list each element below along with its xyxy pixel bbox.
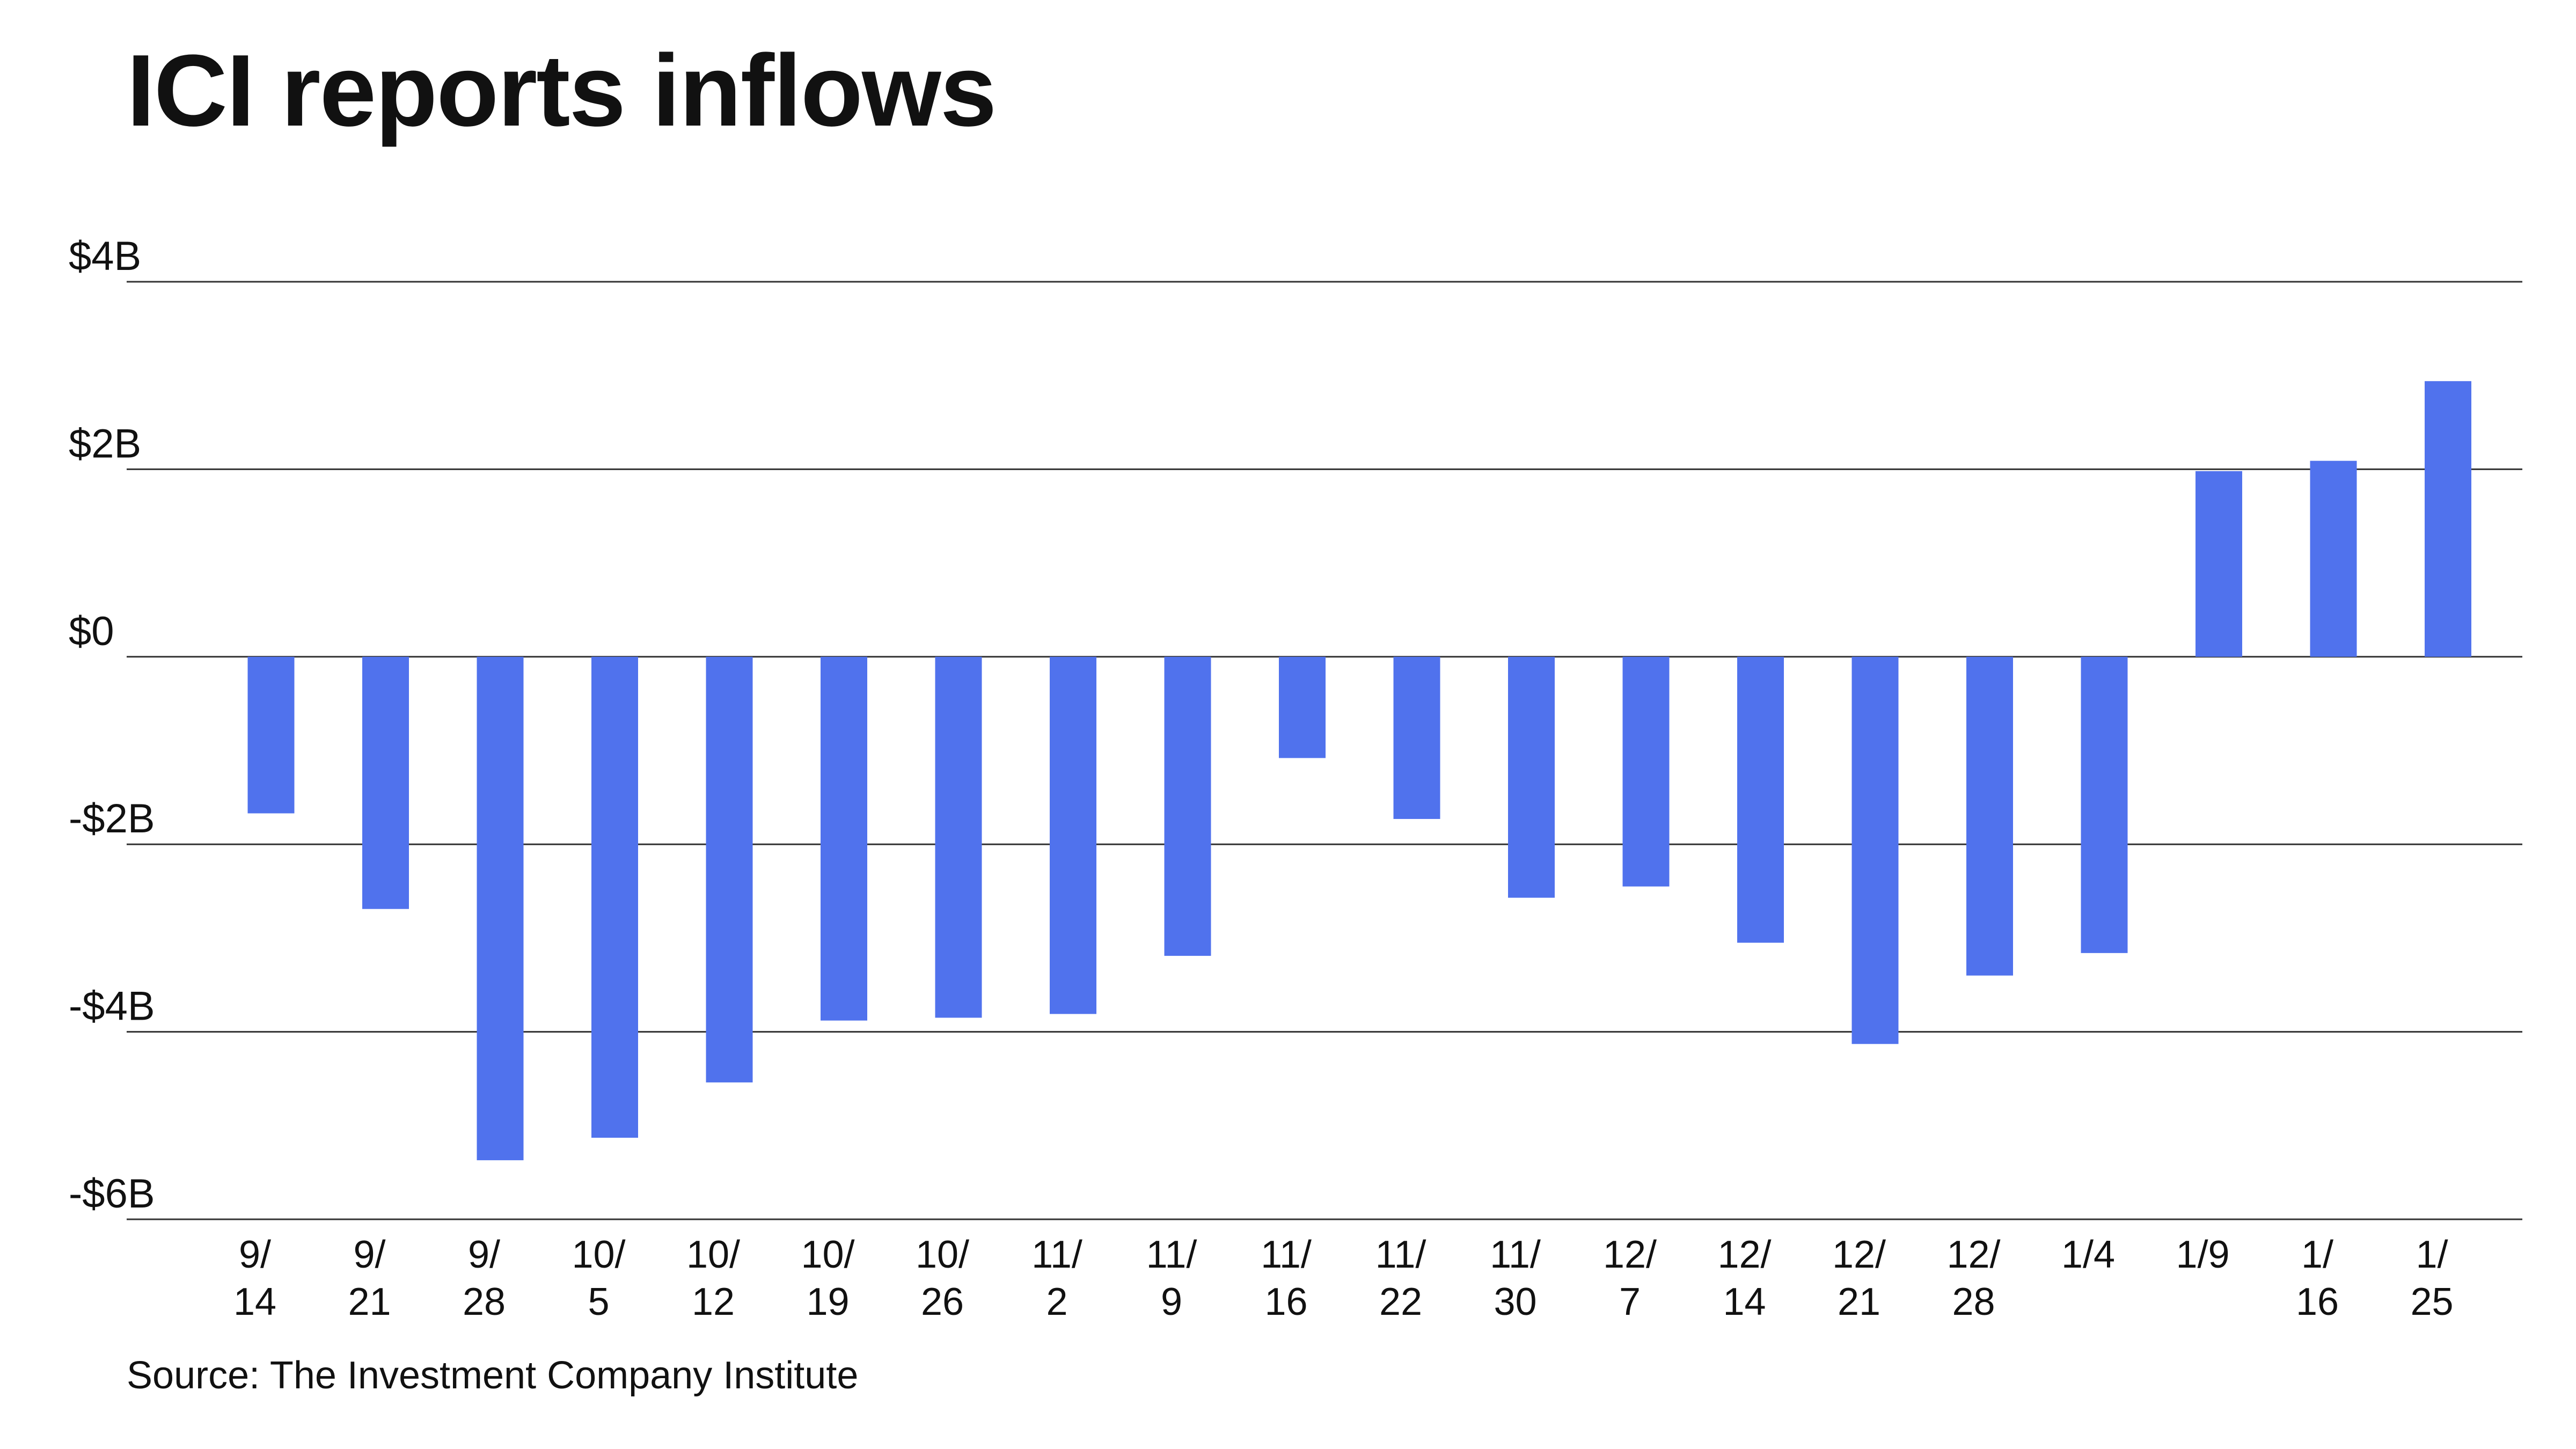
x-tick-label: 1/9 [2176, 1233, 2229, 1276]
x-tick-label: 12 [692, 1280, 735, 1323]
x-tick-label: 14 [1723, 1280, 1766, 1323]
x-tick-label: 12/ [1832, 1233, 1886, 1276]
x-tick-label: 5 [588, 1280, 609, 1323]
x-tick-label: 9 [1161, 1280, 1182, 1323]
x-tick-label: 16 [2296, 1280, 2339, 1323]
y-tick-label: -$2B [69, 796, 155, 841]
x-tick-label: 1/ [2416, 1233, 2448, 1276]
x-tick-label: 28 [463, 1280, 506, 1323]
bar [1851, 656, 1899, 1044]
x-tick-label: 11/ [1146, 1233, 1197, 1276]
bar [362, 656, 409, 909]
bar [935, 656, 982, 1018]
bar [2425, 381, 2471, 657]
y-tick-label: $4B [69, 233, 141, 279]
y-tick-label: -$4B [69, 984, 155, 1029]
x-tick-label: 22 [1379, 1280, 1422, 1323]
x-tick-label: 14 [233, 1280, 276, 1323]
x-tick-label: 11/ [1490, 1233, 1541, 1276]
x-tick-label: 11/ [1031, 1233, 1082, 1276]
y-tick-label: $2B [69, 421, 141, 466]
x-tick-label: 21 [1838, 1280, 1880, 1323]
x-tick-label: 9/ [468, 1233, 500, 1276]
source-note: Source: The Investment Company Institute [127, 1354, 859, 1397]
x-tick-label: 1/4 [2061, 1233, 2115, 1276]
bars [247, 381, 2471, 1160]
y-tick-label: -$6B [69, 1171, 155, 1217]
x-tick-label: 10/ [686, 1233, 740, 1276]
x-tick-label: 12/ [1603, 1233, 1657, 1276]
bar [1737, 656, 1784, 943]
x-tick-label: 28 [1952, 1280, 1995, 1323]
x-tick-label: 10/ [801, 1233, 854, 1276]
x-tick-label: 30 [1494, 1280, 1536, 1323]
bar [1622, 656, 1670, 887]
x-tick-label: 21 [348, 1280, 391, 1323]
x-tick-label: 26 [921, 1280, 964, 1323]
x-tick-label: 7 [1619, 1280, 1641, 1323]
x-tick-label: 11/ [1261, 1233, 1312, 1276]
bar [2081, 656, 2128, 953]
bar [1050, 656, 1096, 1014]
bar [1164, 656, 1211, 956]
bar [247, 656, 295, 814]
bar [706, 656, 753, 1082]
bar [1966, 656, 2013, 976]
y-axis-labels: $4B $2B $0 -$2B -$4B -$6B [69, 233, 155, 1217]
bar [1508, 656, 1555, 898]
x-tick-label: 9/ [353, 1233, 385, 1276]
bar [1393, 656, 1440, 819]
bar [591, 656, 638, 1138]
x-tick-label: 12/ [1946, 1233, 2000, 1276]
bar [1279, 656, 1326, 758]
x-axis-labels: 9/149/219/2810/510/1210/1910/2611/211/91… [233, 1233, 2454, 1323]
bar [821, 656, 867, 1021]
x-tick-label: 12/ [1717, 1233, 1771, 1276]
x-tick-label: 25 [2410, 1280, 2453, 1323]
x-tick-label: 11/ [1375, 1233, 1426, 1276]
bar [477, 656, 524, 1160]
x-tick-label: 2 [1046, 1280, 1067, 1323]
bar [2310, 460, 2357, 657]
x-tick-label: 16 [1264, 1280, 1307, 1323]
x-tick-label: 19 [806, 1280, 849, 1323]
x-tick-label: 1/ [2301, 1233, 2333, 1276]
x-tick-label: 10/ [572, 1233, 625, 1276]
y-tick-label: $0 [69, 609, 114, 654]
x-tick-label: 9/ [239, 1233, 271, 1276]
bar [2196, 471, 2242, 657]
x-tick-label: 10/ [916, 1233, 969, 1276]
chart-title: ICI reports inflows [127, 34, 997, 148]
